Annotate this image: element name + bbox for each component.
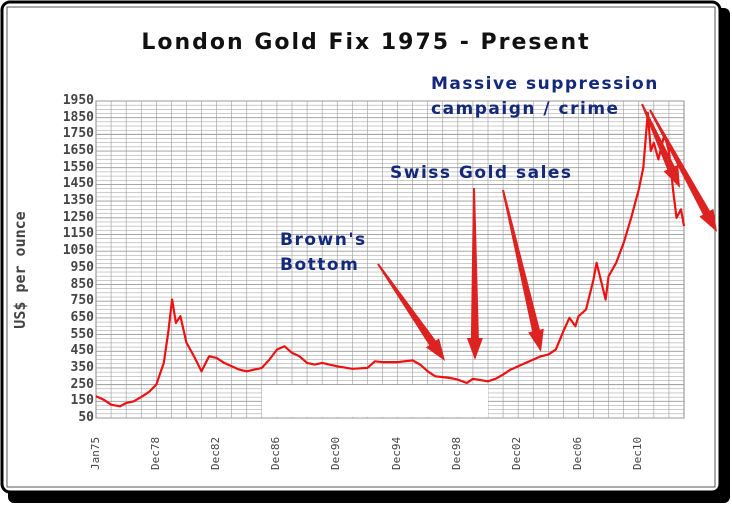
x-tick-label: Dec98 xyxy=(450,436,464,470)
x-tick-label: Dec82 xyxy=(208,436,222,470)
y-tick-label: 350 xyxy=(70,359,94,375)
label-box xyxy=(262,385,488,417)
y-tick-label: 1750 xyxy=(62,126,94,142)
y-tick-label: 450 xyxy=(70,343,94,359)
x-tick-label: Dec90 xyxy=(329,436,343,470)
x-tick-label: Dec02 xyxy=(510,436,524,470)
y-tick-label: 1350 xyxy=(62,193,94,209)
gold-price-line xyxy=(95,111,686,408)
arrow-suppression-2 xyxy=(649,109,717,232)
y-tick-label: 650 xyxy=(70,309,94,325)
annotation-line: Bottom xyxy=(280,255,360,275)
y-tick-label: 1650 xyxy=(62,143,94,159)
y-tick-label: 1450 xyxy=(62,176,94,192)
annotation-swiss-gold-sales: Swiss Gold sales xyxy=(390,161,573,186)
annotation-line: campaign / crime xyxy=(431,99,620,119)
annotation-suppression-campaign: Massive suppression campaign / crime xyxy=(431,72,659,122)
y-tick-label: 550 xyxy=(70,326,94,342)
y-tick-label: 1950 xyxy=(62,93,94,108)
x-tick-label: Jan75 xyxy=(89,436,102,470)
chart-title: London Gold Fix 1975 - Present xyxy=(141,30,591,55)
arrow-suppression-1 xyxy=(641,103,680,188)
arrow-swiss-sales-2 xyxy=(502,189,544,352)
y-tick-label: 750 xyxy=(70,293,94,309)
annotation-browns-bottom: Brown's Bottom xyxy=(280,228,367,278)
y-tick-label: 850 xyxy=(70,276,94,292)
y-axis-label: US$ per ounce xyxy=(11,211,29,329)
y-tick-label: 1150 xyxy=(62,226,94,242)
x-tick-label: Dec94 xyxy=(389,436,403,470)
y-tick-label: 950 xyxy=(70,259,94,275)
y-tick-label: 50 xyxy=(78,410,94,425)
y-tick-label: 150 xyxy=(70,393,94,409)
arrow-browns-bottom xyxy=(377,263,445,361)
frame-inner-border xyxy=(6,6,716,488)
y-tick-label: 1550 xyxy=(62,159,94,175)
x-tick-label: Dec10 xyxy=(631,436,644,470)
annotation-line: Swiss Gold sales xyxy=(390,163,573,183)
y-tick-label: 1250 xyxy=(62,209,94,225)
y-tick-label: 1850 xyxy=(62,109,94,125)
x-tick-label: Dec06 xyxy=(570,436,584,470)
y-tick-label: 1050 xyxy=(62,243,94,259)
arrow-swiss-sales-1 xyxy=(466,188,483,360)
annotation-line: Massive suppression xyxy=(431,74,659,94)
y-tick-label: 250 xyxy=(70,376,94,392)
plot-area xyxy=(95,100,717,419)
annotation-line: Brown's xyxy=(280,230,367,250)
x-tick-label: Dec86 xyxy=(269,436,283,470)
x-tick-label: Dec78 xyxy=(148,436,162,470)
